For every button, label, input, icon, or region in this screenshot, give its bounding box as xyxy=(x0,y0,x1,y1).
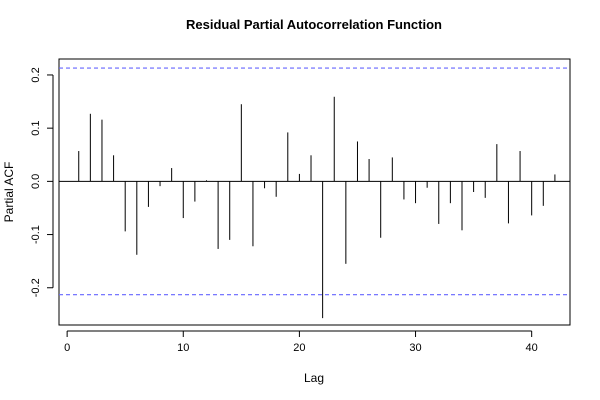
y-tick-label: 0.1 xyxy=(30,121,42,136)
y-tick-label: 0.2 xyxy=(30,67,42,82)
x-tick-label: 20 xyxy=(293,342,305,354)
y-tick-label: -0.1 xyxy=(30,225,42,244)
x-axis: 0 10 20 30 40 xyxy=(64,330,538,354)
x-tick-label: 0 xyxy=(64,342,70,354)
pacf-bars xyxy=(78,96,556,319)
chart-title: Residual Partial Autocorrelation Functio… xyxy=(186,17,442,32)
x-tick-label: 30 xyxy=(409,342,421,354)
x-tick-label: 40 xyxy=(526,342,538,354)
y-tick-label: 0.0 xyxy=(30,174,42,189)
y-tick-label: -0.2 xyxy=(30,278,42,297)
y-axis-label: Partial ACF xyxy=(2,162,16,223)
x-tick-label: 10 xyxy=(177,342,189,354)
x-axis-label: Lag xyxy=(304,371,324,385)
plot-frame xyxy=(58,58,571,326)
y-axis: -0.2 -0.1 0.0 0.1 0.2 xyxy=(30,67,54,297)
confidence-bands xyxy=(59,67,570,296)
